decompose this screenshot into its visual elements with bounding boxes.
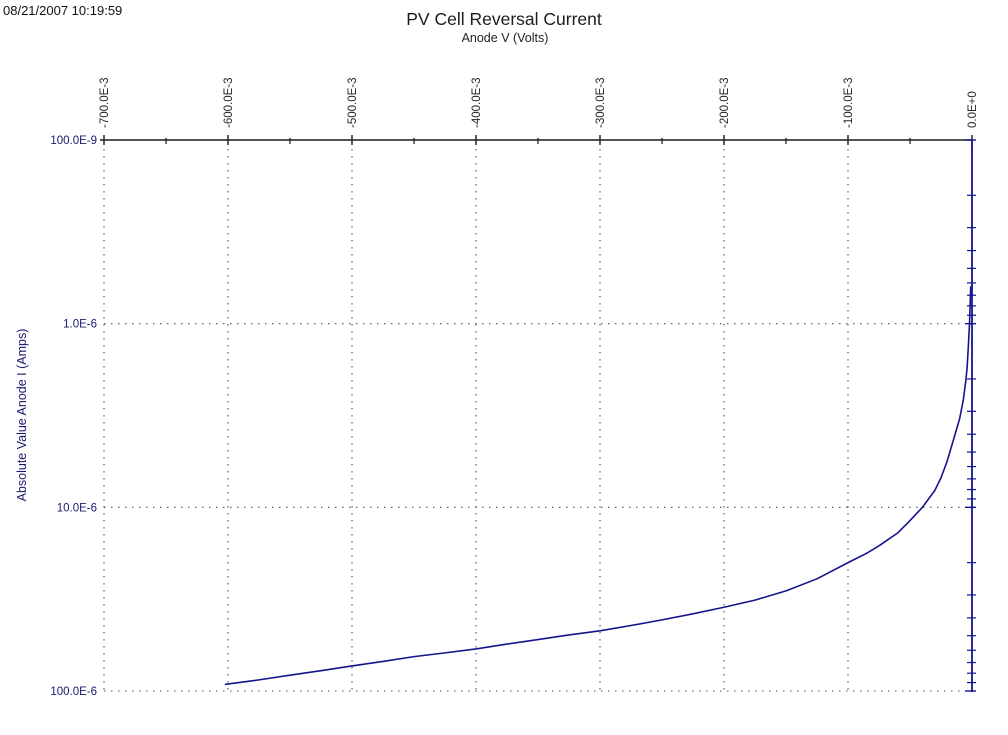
x-tick-label: -300.0E-3 — [595, 77, 607, 128]
x-tick-label: -500.0E-3 — [347, 77, 359, 128]
x-tick-label: -600.0E-3 — [223, 77, 235, 128]
x-tick-label: -700.0E-3 — [99, 77, 111, 128]
data-curve-anode-current — [224, 286, 972, 686]
x-tick-label: -100.0E-3 — [843, 77, 855, 128]
y-tick-label: 100.0E-9 — [50, 135, 97, 147]
x-tick-label: -400.0E-3 — [471, 77, 483, 128]
chart-title: PV Cell Reversal Current — [406, 9, 602, 29]
y-tick-label: 10.0E-6 — [57, 502, 97, 514]
x-tick-label: 0.0E+0 — [967, 91, 979, 128]
x-tick-label: -200.0E-3 — [719, 77, 731, 128]
y-tick-label: 100.0E-6 — [50, 686, 97, 698]
timestamp: 08/21/2007 10:19:59 — [3, 3, 123, 18]
y-tick-label: 1.0E-6 — [63, 319, 97, 331]
x-axis-title: Anode V (Volts) — [461, 31, 549, 45]
